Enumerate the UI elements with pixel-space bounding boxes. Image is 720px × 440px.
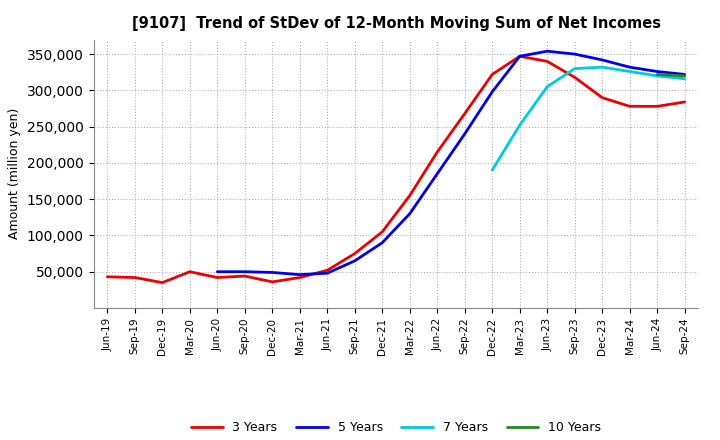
5 Years (378, 240, 387, 246)
3 Years (598, 95, 606, 100)
5 Years (213, 269, 222, 275)
7 Years (626, 69, 634, 74)
5 Years (516, 54, 524, 59)
3 Years (351, 251, 359, 256)
Line: 7 Years: 7 Years (492, 67, 685, 170)
5 Years (460, 131, 469, 136)
3 Years (570, 75, 579, 80)
7 Years (543, 84, 552, 89)
3 Years (213, 275, 222, 280)
3 Years (460, 111, 469, 116)
5 Years (626, 65, 634, 70)
5 Years (570, 51, 579, 57)
7 Years (598, 65, 606, 70)
3 Years (405, 193, 414, 198)
3 Years (653, 104, 662, 109)
7 Years (488, 168, 497, 173)
3 Years (488, 72, 497, 77)
Line: 5 Years: 5 Years (217, 51, 685, 275)
5 Years (323, 271, 332, 276)
Title: [9107]  Trend of StDev of 12-Month Moving Sum of Net Incomes: [9107] Trend of StDev of 12-Month Moving… (132, 16, 660, 32)
10 Years (680, 73, 689, 78)
3 Years (680, 99, 689, 105)
7 Years (680, 76, 689, 81)
3 Years (103, 274, 112, 279)
5 Years (543, 48, 552, 54)
5 Years (433, 171, 441, 176)
3 Years (323, 268, 332, 273)
3 Years (240, 273, 249, 279)
3 Years (378, 229, 387, 235)
3 Years (543, 59, 552, 64)
3 Years (516, 54, 524, 59)
7 Years (570, 66, 579, 71)
10 Years (653, 72, 662, 77)
Y-axis label: Amount (million yen): Amount (million yen) (9, 108, 22, 239)
5 Years (405, 211, 414, 216)
5 Years (653, 69, 662, 74)
3 Years (295, 275, 304, 280)
3 Years (268, 279, 276, 285)
5 Years (351, 258, 359, 264)
7 Years (516, 123, 524, 128)
5 Years (268, 270, 276, 275)
3 Years (626, 104, 634, 109)
3 Years (130, 275, 139, 280)
7 Years (653, 73, 662, 78)
5 Years (598, 57, 606, 62)
5 Years (488, 89, 497, 95)
5 Years (680, 72, 689, 77)
3 Years (158, 280, 166, 285)
5 Years (295, 272, 304, 277)
Line: 3 Years: 3 Years (107, 56, 685, 282)
Legend: 3 Years, 5 Years, 7 Years, 10 Years: 3 Years, 5 Years, 7 Years, 10 Years (186, 416, 606, 439)
3 Years (433, 150, 441, 155)
3 Years (186, 269, 194, 275)
Line: 10 Years: 10 Years (657, 74, 685, 76)
5 Years (240, 269, 249, 275)
